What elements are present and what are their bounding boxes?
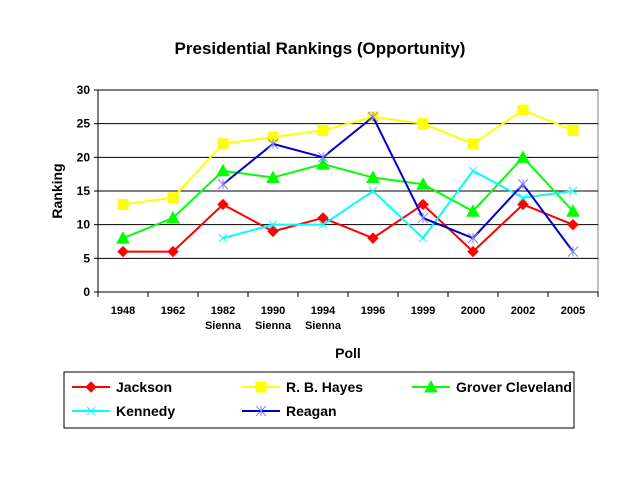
data-point-star (517, 178, 529, 190)
data-point-star (467, 232, 479, 244)
data-point-triangle (116, 231, 130, 244)
data-point-triangle (166, 210, 180, 224)
chart-title: Presidential Rankings (Opportunity) (175, 39, 466, 58)
data-point-x (518, 193, 528, 203)
data-point-star (367, 111, 379, 123)
x-tick-label: 1994 (311, 305, 336, 317)
data-point-x (418, 233, 428, 243)
data-point-diamond (317, 212, 329, 224)
data-point-diamond (117, 245, 129, 258)
data-point-x (468, 166, 478, 176)
data-point-triangle (416, 177, 430, 190)
data-point-square (517, 104, 529, 116)
y-tick-label: 0 (83, 285, 90, 299)
data-point-triangle (216, 163, 230, 177)
series-reagan (217, 111, 579, 257)
x-tick-label: Sienna (205, 320, 242, 332)
x-tick-label: 1982 (211, 305, 235, 317)
data-point-x (568, 186, 578, 196)
data-point-square (417, 118, 429, 130)
data-point-diamond (85, 381, 97, 393)
data-point-star (567, 246, 579, 257)
legend-label: Jackson (116, 379, 172, 395)
data-point-square (317, 124, 329, 136)
data-point-diamond (267, 225, 279, 238)
series-jackson (117, 198, 579, 258)
data-point-triangle (566, 204, 580, 217)
data-point-diamond (567, 218, 579, 231)
x-tick-label: 1962 (161, 305, 185, 317)
data-point-triangle (516, 150, 530, 163)
data-point-square (217, 138, 229, 150)
data-point-triangle (316, 157, 330, 170)
y-tick-label: 10 (77, 218, 91, 232)
x-tick-label: 1996 (361, 305, 385, 317)
x-tick-label: Sienna (255, 320, 292, 332)
legend-label: Reagan (286, 403, 337, 419)
x-axis-title: Poll (335, 345, 361, 361)
data-point-star (317, 151, 329, 163)
y-axis-title: Ranking (49, 163, 65, 218)
x-tick-label: 2000 (461, 305, 485, 317)
series-line (122, 109, 574, 206)
data-point-x (318, 220, 328, 230)
data-point-x (368, 186, 378, 196)
series-r-b-hayes (117, 104, 579, 210)
data-point-x (86, 406, 96, 416)
legend-item: R. B. Hayes (242, 379, 363, 395)
legend-box (63, 371, 575, 429)
data-point-triangle (366, 170, 380, 184)
data-point-diamond (467, 245, 479, 258)
y-tick-label: 15 (77, 184, 91, 198)
y-tick-label: 30 (77, 83, 91, 97)
data-point-square (167, 192, 179, 204)
series-line (123, 203, 574, 253)
legend-label: Kennedy (116, 403, 175, 419)
plot-area: 0 5 10 15 20 25 30 1948 1962 1982 Sienna 1990 Sienna… (77, 83, 599, 332)
data-point-square (467, 138, 479, 150)
legend-label: R. B. Hayes (286, 379, 363, 395)
x-tick-label: Sienna (305, 320, 342, 332)
data-point-square (567, 124, 579, 136)
data-point-diamond (517, 198, 529, 211)
x-tick-label: 2005 (561, 305, 585, 317)
data-point-star (417, 212, 429, 224)
data-point-star (255, 405, 267, 417)
data-point-triangle (266, 170, 280, 184)
series-line (222, 115, 574, 253)
legend-item: Kennedy (72, 403, 175, 419)
x-tick-label: 1990 (261, 305, 285, 317)
y-tick-label: 25 (77, 117, 91, 131)
data-point-square (117, 198, 129, 210)
data-point-triangle (466, 204, 480, 217)
data-point-diamond (367, 232, 379, 244)
data-point-star (267, 138, 279, 150)
data-point-diamond (167, 245, 179, 258)
data-point-triangle (424, 379, 438, 393)
data-point-square (255, 381, 267, 393)
legend-item: Jackson (72, 379, 172, 395)
data-point-diamond (217, 198, 229, 211)
x-tick-label: 1999 (411, 305, 435, 317)
data-point-star (217, 178, 229, 190)
data-point-x (268, 220, 278, 230)
x-tick-label: 2002 (511, 305, 535, 317)
y-tick-label: 5 (83, 251, 90, 265)
y-tick-label: 20 (77, 150, 91, 164)
legend-item: Reagan (242, 403, 337, 419)
data-point-x (218, 233, 228, 243)
legend-item: Grover Cleveland (412, 379, 572, 395)
legend-label: Grover Cleveland (456, 379, 572, 395)
x-tick-label: 1948 (111, 305, 135, 317)
data-point-diamond (417, 198, 429, 211)
legend: Jackson R. B. Hayes Grover Cleveland Kenned… (63, 371, 575, 429)
